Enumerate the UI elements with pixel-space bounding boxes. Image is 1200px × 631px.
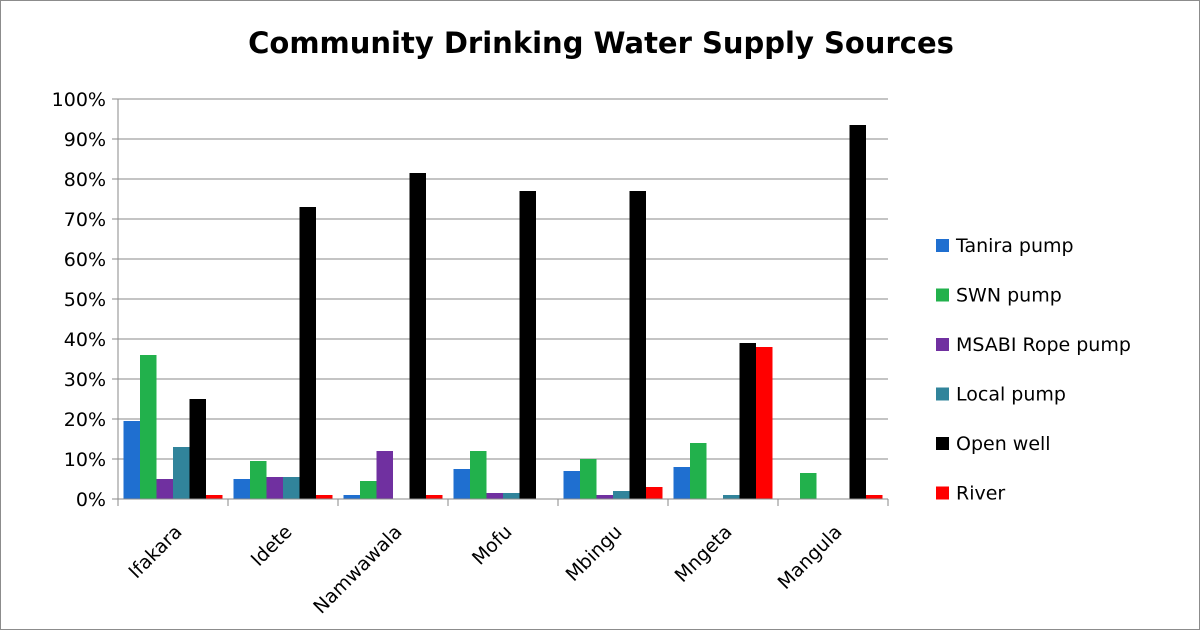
legend-label: SWN pump [956, 285, 1062, 307]
bar-swn-pump [250, 461, 267, 499]
legend-swatch [936, 338, 949, 351]
legend: Tanira pump SWN pump MSABI Rope pump Local … [936, 235, 1131, 505]
bar-open-well [849, 125, 866, 499]
bar-river [756, 347, 773, 499]
x-axis-categories: Ifakara Idete Namwawala Mofu Mbingu Mngeta Man… [125, 521, 847, 618]
y-tick-label: 0% [76, 489, 106, 511]
y-tick-label: 100% [52, 89, 106, 111]
category-label: Mngeta [671, 521, 737, 587]
bar-open-well [629, 191, 646, 499]
legend-swatch [936, 239, 949, 252]
bar-swn-pump [580, 459, 597, 499]
bar-river [646, 487, 663, 499]
bar-msabi-rope-pump [156, 479, 173, 499]
bar-swn-pump [800, 473, 817, 499]
bar-tanira-pump [343, 495, 360, 499]
bar-open-well [299, 207, 316, 499]
bar-river [866, 495, 883, 499]
grid-layer [118, 98, 888, 460]
legend-label: River [956, 483, 1005, 505]
bars [123, 125, 883, 499]
y-tick-label: 40% [64, 329, 106, 351]
y-tick-label: 90% [64, 129, 106, 151]
y-axis-ticks: 0% 10% 20% 30% 40% 50% 60% 70% 80% 90% 100% [52, 89, 106, 511]
category-label: Mofu [468, 521, 517, 570]
bar-swn-pump [360, 481, 377, 499]
bar-msabi-rope-pump [376, 451, 393, 499]
category-label: Idete [247, 521, 297, 571]
bar-local-pump [613, 491, 630, 499]
bar-msabi-rope-pump [596, 495, 613, 499]
legend-swatch [936, 437, 949, 450]
legend-swatch [936, 387, 949, 401]
bar-swn-pump [140, 355, 157, 499]
bar-local-pump [723, 495, 740, 499]
category-label: Mangula [774, 521, 847, 594]
bar-tanira-pump [673, 467, 690, 499]
legend-label: Tanira pump [955, 235, 1074, 257]
bar-msabi-rope-pump [266, 477, 283, 499]
legend-label: MSABI Rope pump [956, 334, 1131, 356]
bar-local-pump [173, 447, 190, 499]
category-label: Ifakara [125, 521, 187, 583]
y-tick-label: 10% [64, 449, 106, 471]
y-tick-label: 70% [64, 209, 106, 231]
bar-tanira-pump [563, 471, 580, 499]
category-label: Namwawala [309, 521, 406, 618]
bar-swn-pump [690, 443, 707, 499]
bar-river [426, 495, 443, 499]
y-tick-label: 80% [64, 169, 106, 191]
bar-local-pump [503, 493, 520, 499]
bar-river [316, 495, 333, 499]
bar-swn-pump [470, 451, 487, 499]
bar-msabi-rope-pump [486, 493, 503, 499]
chart-title: Community Drinking Water Supply Sources [248, 26, 954, 60]
bar-tanira-pump [233, 479, 250, 499]
bar-open-well [519, 191, 536, 499]
y-tick-label: 60% [64, 249, 106, 271]
y-tick-label: 50% [64, 289, 106, 311]
bar-open-well [409, 173, 426, 499]
bar-local-pump [283, 477, 300, 499]
bar-river [206, 495, 223, 499]
bar-open-well [739, 343, 756, 499]
legend-swatch [936, 486, 949, 500]
legend-label: Open well [956, 433, 1051, 455]
legend-label: Local pump [956, 384, 1066, 406]
category-label: Mbingu [562, 521, 627, 586]
axes [112, 98, 889, 506]
bar-tanira-pump [123, 421, 140, 499]
bar-tanira-pump [453, 469, 470, 499]
bar-open-well [189, 399, 206, 499]
y-tick-label: 30% [64, 369, 106, 391]
legend-swatch [936, 288, 949, 302]
y-tick-label: 20% [64, 409, 106, 431]
